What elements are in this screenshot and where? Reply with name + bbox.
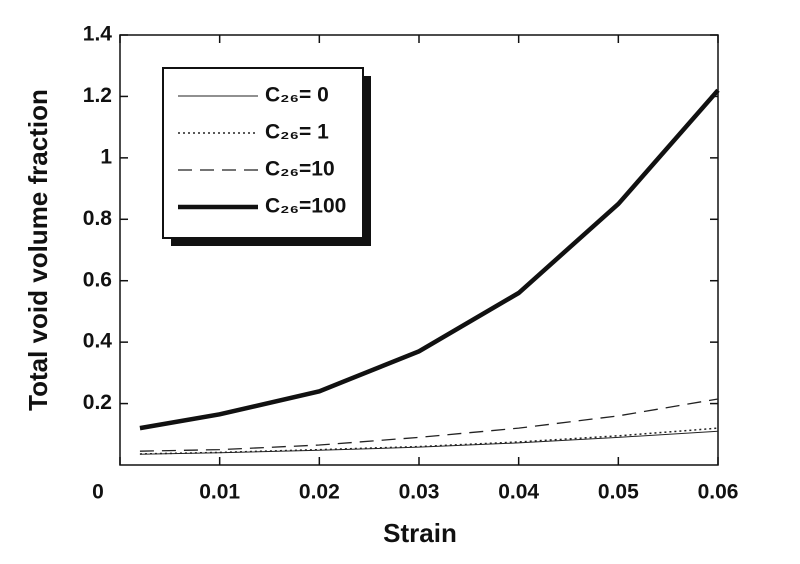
legend-label: C₂₆=10 [265,158,335,181]
legend-label: C₂₆=100 [265,195,346,218]
legend-label: C₂₆= 0 [265,84,329,107]
x-tick-label: 0.02 [299,481,340,504]
series-line [139,427,719,455]
series-line [139,398,719,452]
series-line [139,88,720,431]
series-line [139,430,719,455]
x-tick-label: 0.05 [598,481,639,504]
y-tick-label: 0.8 [83,207,113,230]
y-tick-label: 1.4 [83,23,113,46]
y-tick-label: 1.2 [83,84,112,107]
legend-label: C₂₆= 1 [265,121,329,144]
y-tick-label: 0.4 [83,330,113,353]
x-tick-label: 0.01 [199,481,240,504]
y-tick-label: 1 [100,145,112,168]
y-tick-label: 0.6 [83,268,112,291]
x-tick-label: 0 [92,481,104,504]
x-tick-label: 0.06 [698,481,739,504]
y-tick-label: 0.2 [83,391,112,414]
x-axis-title: Strain [383,518,457,548]
x-tick-label: 0.04 [498,481,539,504]
x-tick-label: 0.03 [399,481,440,504]
y-axis-title: Total void volume fraction [23,89,53,411]
